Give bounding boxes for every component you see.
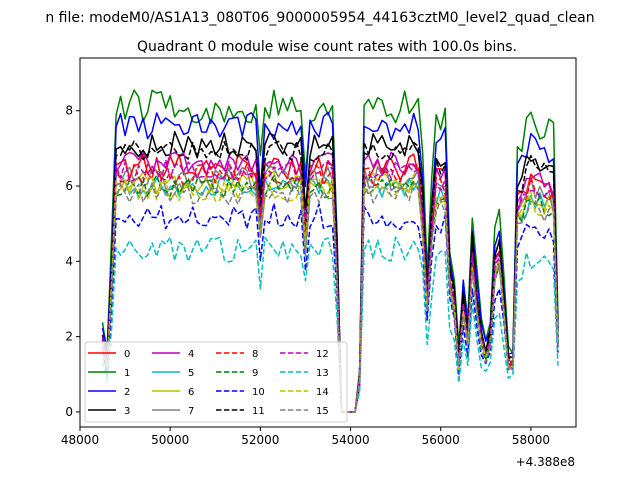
legend-label-0: 0	[124, 349, 130, 360]
legend-label-3: 3	[124, 406, 130, 417]
chart-title: Quadrant 0 module wise count rates with …	[137, 39, 517, 55]
legend-label-13: 13	[316, 368, 329, 379]
legend-label-14: 14	[316, 387, 329, 398]
series-line-3	[101, 130, 559, 413]
x-tick-label: 54000	[331, 433, 369, 447]
series-layer	[101, 89, 559, 413]
legend-label-12: 12	[316, 349, 329, 360]
legend-label-9: 9	[252, 368, 258, 379]
legend-label-10: 10	[252, 387, 265, 398]
legend-label-2: 2	[124, 387, 130, 398]
x-tick-label: 48000	[61, 433, 99, 447]
legend-label-8: 8	[252, 349, 258, 360]
legend-label-4: 4	[188, 349, 194, 360]
y-tick-label: 8	[65, 104, 73, 118]
figure-suptitle: n file: modeM0/AS1A13_080T06_9000005954_…	[45, 10, 594, 26]
legend-frame	[84, 341, 348, 423]
legend-label-15: 15	[316, 406, 329, 417]
x-tick-label: 58000	[512, 433, 550, 447]
series-line-14	[101, 178, 559, 413]
series-line-1	[101, 89, 559, 413]
series-line-10	[101, 202, 559, 413]
plot-frame	[79, 57, 577, 428]
y-tick-label: 4	[65, 254, 73, 268]
legend-label-1: 1	[124, 368, 130, 379]
y-axis: 0 2 4 6 8	[65, 104, 80, 419]
legend-label-11: 11	[252, 406, 265, 417]
x-tick-label: 56000	[422, 433, 460, 447]
series-line-2	[101, 111, 559, 413]
y-tick-label: 0	[65, 405, 73, 419]
y-tick-label: 6	[65, 179, 73, 193]
x-tick-label: 52000	[241, 433, 279, 447]
x-axis: 48000 50000 52000 54000 56000 58000	[61, 427, 550, 447]
y-tick-label: 2	[65, 330, 73, 344]
series-line-11	[101, 140, 559, 413]
series-line-8	[101, 162, 559, 413]
x-offset-label: +4.388e8	[516, 455, 575, 469]
legend-label-7: 7	[188, 406, 194, 417]
series-line-15	[101, 181, 559, 413]
legend-label-5: 5	[188, 368, 194, 379]
x-tick-label: 50000	[151, 433, 189, 447]
legend-label-6: 6	[188, 387, 194, 398]
